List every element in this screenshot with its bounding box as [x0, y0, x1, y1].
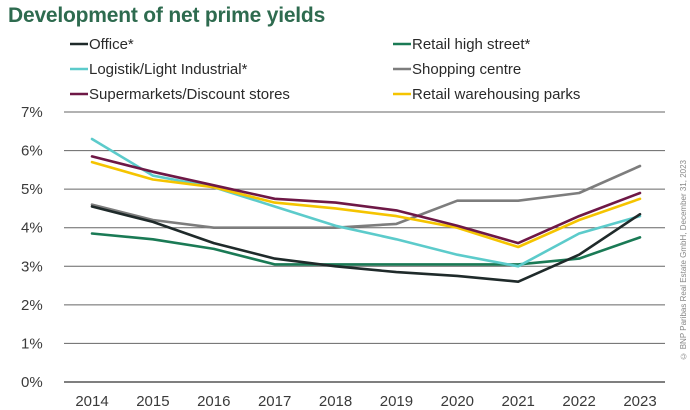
- series-line: [90, 160, 642, 249]
- legend-label: Logistik/Light Industrial*: [89, 61, 248, 78]
- legend-label: Retail high street*: [412, 36, 531, 53]
- y-tick-label: 7%: [21, 104, 43, 121]
- x-tick-label: 2018: [319, 393, 352, 410]
- x-tick-label: 2021: [502, 393, 535, 410]
- x-tick-label: 2014: [75, 393, 108, 410]
- series-line: [90, 205, 642, 284]
- y-tick-label: 1%: [21, 335, 43, 352]
- series-line: [90, 155, 642, 245]
- x-tick-label: 2022: [562, 393, 595, 410]
- y-tick-label: 6%: [21, 143, 43, 160]
- x-tick-label: 2023: [623, 393, 656, 410]
- y-tick-label: 2%: [21, 297, 43, 314]
- legend-label: Supermarkets/Discount stores: [89, 86, 290, 103]
- legend-label: Shopping centre: [412, 61, 521, 78]
- x-tick-label: 2015: [136, 393, 169, 410]
- y-axis-ticks: 0% 1% 2% 3% 4% 5% 6% 7%: [21, 104, 43, 391]
- x-tick-label: 2019: [380, 393, 413, 410]
- y-tick-label: 3%: [21, 258, 43, 275]
- x-axis-ticks: 2014 2015 2016 2017 2018 2019 2020 2021 2022 2023: [75, 393, 656, 410]
- x-tick-label: 2016: [197, 393, 230, 410]
- y-tick-label: 4%: [21, 220, 43, 237]
- series-lines: [90, 137, 642, 284]
- legend-label: Retail warehousing parks: [412, 86, 580, 103]
- grid-lines: [64, 111, 665, 383]
- chart-title: Development of net prime yields: [8, 4, 326, 27]
- y-tick-label: 0%: [21, 374, 43, 391]
- series-line: [90, 137, 642, 268]
- legend: Office* Retail high street* Logistik/Light…: [70, 36, 580, 103]
- legend-label: Office*: [89, 36, 134, 53]
- series-line: [90, 232, 642, 266]
- x-tick-label: 2020: [441, 393, 474, 410]
- series-line: [90, 164, 642, 229]
- source-note: © BNP Paribas Real Estate GmbH, December…: [679, 160, 688, 361]
- x-tick-label: 2017: [258, 393, 291, 410]
- y-tick-label: 5%: [21, 181, 43, 198]
